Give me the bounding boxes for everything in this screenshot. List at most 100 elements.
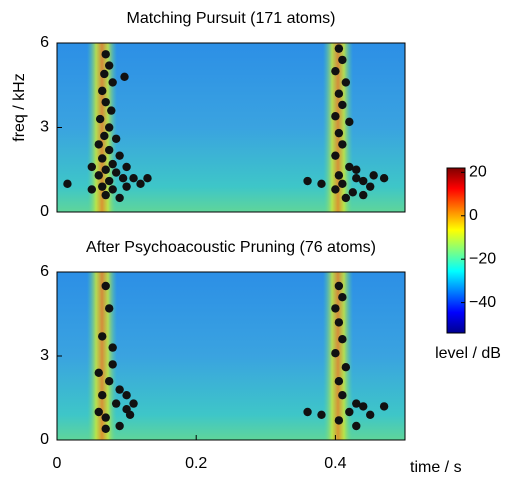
atom-point [341, 193, 351, 203]
atom-point [101, 281, 110, 291]
atom-point [352, 165, 361, 174]
atom-point [317, 179, 326, 189]
atom-point [125, 410, 135, 419]
atom-point [120, 72, 129, 82]
atom-point [108, 343, 117, 352]
atom-point [63, 179, 72, 189]
atom-point [348, 188, 357, 197]
atom-point [111, 134, 121, 143]
atom-point [101, 97, 110, 107]
atom-point [338, 100, 347, 110]
atom-point [98, 332, 107, 341]
atom-point [341, 363, 351, 372]
atom-point [98, 86, 107, 96]
atom-point [338, 391, 347, 400]
x-axis-label: time / s [410, 459, 462, 476]
atom-point [108, 185, 117, 194]
atom-point [105, 123, 114, 132]
atom-point [143, 174, 152, 183]
x-tick-label: 0 [53, 455, 62, 472]
atom-point [94, 368, 103, 377]
y-tick-label: 0 [40, 431, 49, 448]
atom-point [331, 349, 340, 358]
atom-point [334, 416, 344, 425]
atom-point [341, 78, 351, 87]
y-tick-label: 0 [40, 203, 49, 220]
atom-point [87, 185, 97, 194]
x-tick-label: 0.4 [324, 455, 346, 472]
atom-point [111, 168, 121, 177]
atom-point [334, 89, 344, 98]
atom-point [115, 421, 124, 431]
atom-point [359, 190, 368, 200]
atom-point [369, 171, 378, 180]
atom-point [338, 179, 347, 189]
atom-point [105, 61, 114, 70]
y-axis-label: freq / kHz [11, 73, 28, 141]
atom-point [87, 162, 97, 172]
colorbar-tick-label: 0 [469, 207, 478, 224]
atom-point [95, 114, 105, 124]
y-tick-label: 6 [40, 263, 49, 280]
atom-point [129, 174, 138, 183]
atom-point [98, 182, 107, 191]
atom-point [331, 151, 340, 160]
y-tick-label: 6 [40, 34, 49, 51]
atom-point [94, 171, 103, 180]
atom-point [366, 410, 375, 419]
colorbar-tick-label: −20 [469, 250, 496, 267]
atom-point [379, 174, 389, 183]
atom-point [136, 179, 145, 189]
atom-point [366, 182, 375, 191]
atom-point [331, 112, 340, 121]
atom-point [345, 162, 354, 172]
atom-point [338, 55, 347, 65]
atom-point [115, 193, 124, 203]
atom-point [317, 410, 326, 419]
atom-point [129, 399, 138, 408]
colorbar [446, 167, 466, 334]
atom-point [115, 385, 124, 394]
atom-point [338, 140, 347, 149]
atom-point [118, 174, 128, 183]
atom-point [108, 360, 117, 369]
atom-point [331, 304, 340, 313]
atom-point [94, 407, 103, 417]
atom-point [108, 159, 117, 169]
atom-point [334, 171, 344, 180]
atom-point [101, 424, 110, 433]
atom-point [331, 66, 340, 76]
colorbar-tick-label: 20 [469, 164, 487, 181]
atom-point [105, 304, 114, 313]
atom-point [98, 391, 107, 400]
atom-point [359, 402, 368, 411]
atom-point [100, 69, 109, 79]
atom-point [303, 407, 312, 417]
y-tick-label: 3 [40, 347, 49, 364]
atom-point [334, 377, 344, 386]
atom-point [108, 78, 117, 87]
colorbar-tick-label: −40 [469, 294, 496, 311]
atom-point [105, 145, 114, 155]
atom-point [352, 399, 361, 408]
atom-point [105, 176, 114, 186]
panel-title: After Psychoacoustic Pruning (76 atoms) [86, 239, 376, 256]
x-tick-label: 0.2 [185, 455, 207, 472]
atom-point [94, 140, 103, 149]
atom-point [101, 190, 110, 200]
atom-point [105, 377, 114, 386]
atom-point [101, 50, 110, 59]
atom-point [122, 162, 131, 172]
atom-point [334, 128, 344, 138]
atom-point [122, 391, 131, 400]
atom-point [115, 151, 124, 160]
atom-point [338, 293, 347, 302]
panel-title: Matching Pursuit (171 atoms) [127, 10, 336, 27]
atom-point [100, 131, 109, 141]
colorbar-label: level / dB [435, 345, 501, 362]
atom-point [101, 165, 110, 174]
atom-point [359, 176, 368, 186]
y-tick-label: 3 [40, 119, 49, 136]
atom-point [303, 176, 312, 186]
